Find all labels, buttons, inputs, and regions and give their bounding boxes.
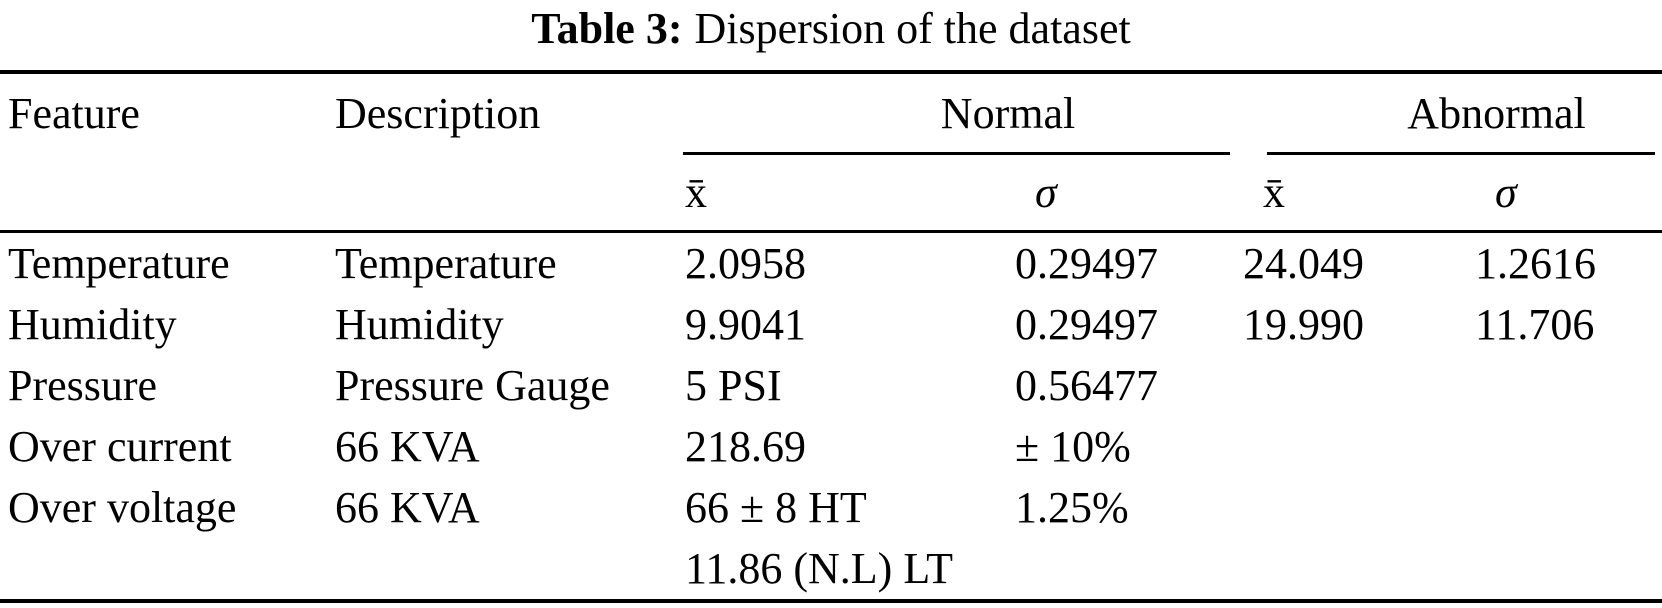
cell-abnormal-mean: 24.049 <box>1243 239 1364 288</box>
cell-abnormal-sigma <box>1475 477 1662 599</box>
cell-feature: Temperature <box>8 239 230 288</box>
cell-abnormal-sigma: 11.706 <box>1475 300 1595 349</box>
table-row: Pressure Pressure Gauge 5 PSI 0.56477 <box>8 355 1662 416</box>
caption-text: Dispersion of the dataset <box>694 4 1131 53</box>
col-header-description: Description <box>335 88 541 138</box>
cell-normal-sigma: 1.25% <box>1015 483 1129 532</box>
cell-feature: Over current <box>8 422 232 471</box>
cell-feature: Humidity <box>8 300 177 349</box>
col-group-abnormal: Abnormal <box>1407 88 1586 138</box>
cell-normal-mean: 218.69 <box>685 422 806 471</box>
cell-feature: Pressure <box>8 361 158 410</box>
subheader-normal-mean: x̄ <box>685 168 707 217</box>
table-row: Over current 66 KVA 218.69 ± 10% <box>8 416 1662 477</box>
cell-abnormal-mean <box>1243 477 1475 599</box>
cell-normal-mean: 2.0958 <box>685 239 806 288</box>
table-row: Over voltage 66 KVA 66 ± 8 HT 11.86 (N.L… <box>8 477 1662 599</box>
table-row: Temperature Temperature 2.0958 0.29497 2… <box>8 233 1662 294</box>
abnormal-underline <box>1267 152 1655 155</box>
cell-abnormal-mean <box>1243 355 1475 416</box>
table-subheader-row: x̄ σ x̄ σ <box>8 155 1662 230</box>
header-rule <box>0 230 1662 233</box>
subheader-abnormal-mean: x̄ <box>1263 168 1285 217</box>
table-caption: Table 3: Dispersion of the dataset <box>0 0 1662 70</box>
cell-normal-mean: 66 ± 8 HT 11.86 (N.L) LT <box>685 477 1015 599</box>
cell-normal-mean-line1: 66 ± 8 HT <box>685 483 867 532</box>
cell-normal-mean: 5 PSI <box>685 361 782 410</box>
cell-normal-sigma: ± 10% <box>1015 422 1131 471</box>
cell-description: 66 KVA <box>335 483 480 532</box>
cell-abnormal-sigma <box>1475 355 1662 416</box>
cell-description: Temperature <box>335 239 557 288</box>
cell-description: Pressure Gauge <box>335 361 610 410</box>
cell-description: Humidity <box>335 300 504 349</box>
normal-underline <box>683 152 1230 155</box>
col-group-normal: Normal <box>940 88 1076 138</box>
subheader-normal-sigma: σ <box>1035 168 1057 217</box>
group-underline-row <box>0 152 1662 155</box>
col-header-feature: Feature <box>8 88 140 138</box>
cell-abnormal-sigma <box>1475 416 1662 477</box>
cell-description: 66 KVA <box>335 422 480 471</box>
top-rule <box>0 70 1662 74</box>
cell-normal-sigma: 0.29497 <box>1015 300 1158 349</box>
cell-feature: Over voltage <box>8 483 237 532</box>
table-header-row: Feature Description Normal Abnormal <box>8 74 1662 152</box>
cell-abnormal-mean <box>1243 416 1475 477</box>
subheader-abnormal-sigma: σ <box>1495 168 1517 217</box>
caption-label: Table 3: <box>531 4 683 53</box>
cell-normal-mean-line2: 11.86 (N.L) LT <box>685 544 954 593</box>
bottom-rule <box>0 599 1662 603</box>
cell-abnormal-mean: 19.990 <box>1243 300 1364 349</box>
table-row: Humidity Humidity 9.9041 0.29497 19.990 … <box>8 294 1662 355</box>
cell-normal-sigma: 0.56477 <box>1015 361 1158 410</box>
cell-normal-sigma: 0.29497 <box>1015 239 1158 288</box>
cell-normal-mean: 9.9041 <box>685 300 806 349</box>
cell-abnormal-sigma: 1.2616 <box>1475 239 1596 288</box>
